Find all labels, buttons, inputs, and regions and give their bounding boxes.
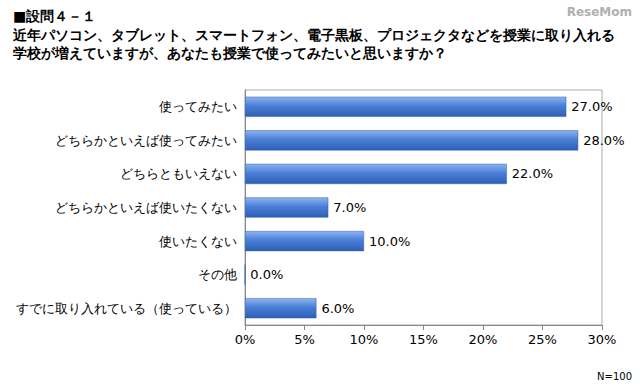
- svg-text:N=100: N=100: [597, 371, 632, 382]
- svg-text:0%: 0%: [235, 332, 256, 347]
- svg-text:22.0%: 22.0%: [512, 166, 553, 181]
- svg-text:すでに取り入れている（使っている）: すでに取り入れている（使っている）: [16, 301, 237, 316]
- svg-text:ReseMom: ReseMom: [567, 5, 632, 19]
- svg-text:学校が増えていますが、あなたも授業で使ってみたいと思いますか: 学校が増えていますが、あなたも授業で使ってみたいと思いますか？: [13, 45, 447, 61]
- svg-text:10%: 10%: [350, 332, 379, 347]
- svg-text:使いたくない: 使いたくない: [159, 234, 237, 249]
- svg-text:6.0%: 6.0%: [321, 301, 354, 316]
- svg-text:30%: 30%: [588, 332, 617, 347]
- svg-text:27.0%: 27.0%: [571, 99, 612, 114]
- svg-text:25%: 25%: [528, 332, 557, 347]
- svg-text:15%: 15%: [409, 332, 438, 347]
- svg-text:■設問４－１: ■設問４－１: [13, 8, 96, 24]
- svg-text:0.0%: 0.0%: [250, 267, 283, 282]
- svg-text:28.0%: 28.0%: [583, 133, 624, 148]
- svg-text:近年パソコン、タブレット、スマートフォン、電子黒板、プロジェ: 近年パソコン、タブレット、スマートフォン、電子黒板、プロジェクタなどを授業に取り…: [12, 27, 615, 43]
- svg-text:どちらかといえば使ってみたい: どちらかといえば使ってみたい: [55, 133, 237, 148]
- svg-text:10.0%: 10.0%: [369, 234, 410, 249]
- svg-text:その他: その他: [198, 267, 237, 282]
- svg-text:20%: 20%: [469, 332, 498, 347]
- svg-text:5%: 5%: [294, 332, 315, 347]
- svg-text:どちらかといえば使いたくない: どちらかといえば使いたくない: [55, 200, 237, 215]
- svg-text:どちらともいえない: どちらともいえない: [120, 166, 237, 181]
- svg-text:使ってみたい: 使ってみたい: [159, 99, 237, 114]
- svg-text:7.0%: 7.0%: [333, 200, 366, 215]
